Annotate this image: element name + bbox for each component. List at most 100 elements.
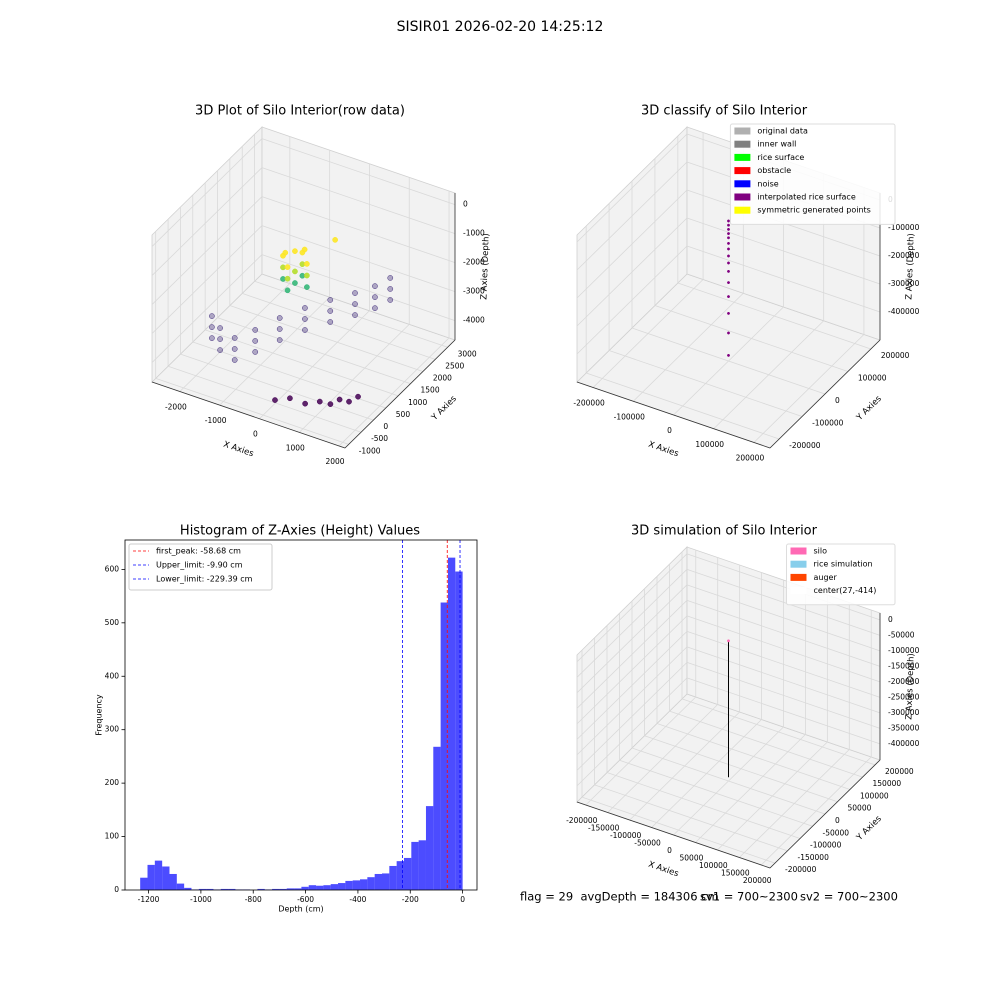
z-tick-label: -250000 [888, 692, 920, 701]
legend-label: noise [757, 179, 778, 188]
grid-line [686, 677, 881, 745]
legend-label: Lower_limit: -229.39 cm [156, 575, 253, 584]
grid-line [576, 600, 688, 709]
point [727, 269, 730, 273]
point [336, 396, 343, 403]
point [304, 272, 310, 279]
y-tick-label: 100 [105, 832, 120, 841]
y-tick-label: 600 [105, 564, 120, 573]
z-tick-label: -300000 [888, 279, 920, 288]
point [304, 284, 310, 290]
y-tick-label: 400 [105, 671, 120, 680]
point [372, 294, 378, 300]
grid-line [261, 167, 456, 234]
bar [433, 746, 441, 890]
point [387, 297, 394, 303]
legend-label: rice surface [757, 153, 804, 162]
bar [147, 864, 155, 890]
y-tick-label: 300 [105, 725, 120, 734]
annotation: sv2 = 700~2300 [800, 890, 898, 904]
grid-line [686, 646, 881, 714]
point [727, 227, 730, 231]
x-tick-label: 0 [460, 895, 465, 904]
z-tick-label: 0 [463, 200, 468, 209]
grid-line [179, 283, 291, 392]
grid-line [644, 735, 838, 803]
bar [176, 883, 185, 890]
grid-line [576, 615, 688, 725]
point [292, 248, 298, 254]
y-tick-label: 200000 [881, 351, 910, 360]
point [302, 327, 308, 333]
bar [367, 877, 375, 890]
axis-line [576, 801, 771, 869]
point [282, 249, 289, 256]
grid-line [686, 245, 881, 313]
point [727, 236, 730, 240]
x-tick-label: 0 [667, 426, 672, 435]
grid-line [576, 646, 688, 756]
grid-line [205, 329, 399, 397]
point [327, 297, 334, 303]
point [287, 395, 293, 402]
point [727, 281, 730, 285]
bar [198, 888, 207, 890]
bar [316, 885, 324, 890]
y-axis-label: Frequency [95, 694, 104, 736]
y-tick-label: 3000 [458, 349, 477, 358]
bar [440, 602, 448, 890]
annotation: sv1 = 700~2300 [700, 890, 798, 904]
y-tick-label: 500 [396, 410, 411, 419]
z-tick-label: -50000 [888, 630, 915, 639]
bar [411, 841, 419, 890]
point [727, 295, 730, 299]
point [327, 319, 334, 325]
point [302, 305, 308, 311]
subplot-title: 3D classify of Silo Interior [641, 104, 808, 119]
legend-box [128, 543, 273, 591]
point [217, 336, 223, 342]
x-tick-label: -1000 [190, 895, 212, 904]
point [284, 275, 291, 282]
grid-line [151, 167, 263, 276]
grid-line [631, 327, 826, 395]
grid-line [606, 772, 801, 839]
bar [220, 888, 229, 890]
legend-swatch [790, 547, 807, 555]
bar [294, 888, 302, 890]
legend-swatch [790, 573, 807, 581]
y-tick-label: 200000 [885, 767, 914, 776]
z-tick-label: -3000 [463, 287, 485, 296]
y-tick-label: 0 [383, 422, 388, 431]
grid-line [686, 217, 881, 285]
axis-line [576, 381, 771, 449]
grid-line [656, 723, 851, 790]
point [209, 324, 215, 330]
grid-line [576, 584, 688, 694]
grid-line [581, 796, 776, 864]
grid-line [261, 254, 456, 321]
y-tick-label: 2500 [445, 361, 464, 370]
point [332, 237, 338, 243]
grid-line [151, 254, 263, 363]
axis-line [344, 339, 456, 449]
x-tick-label: 2000 [325, 457, 344, 466]
point [292, 268, 298, 275]
x-tick-label: 200000 [743, 876, 772, 885]
grid-line [217, 317, 411, 385]
grid-line [686, 661, 881, 729]
grid-line [192, 341, 386, 409]
grid-line [677, 282, 871, 350]
y-tick-label: 500 [105, 618, 120, 627]
annotation: flag = 29 avgDepth = 184306 cm [520, 890, 719, 904]
grid-line [686, 553, 881, 621]
legend-label: rice simulation [814, 560, 873, 569]
bar [374, 873, 382, 890]
z-axis-label: Z Axies (Depth) [904, 653, 916, 720]
point [387, 286, 394, 292]
legend-swatch [734, 127, 751, 135]
point [727, 261, 730, 265]
x-tick-label: -400 [349, 895, 366, 904]
